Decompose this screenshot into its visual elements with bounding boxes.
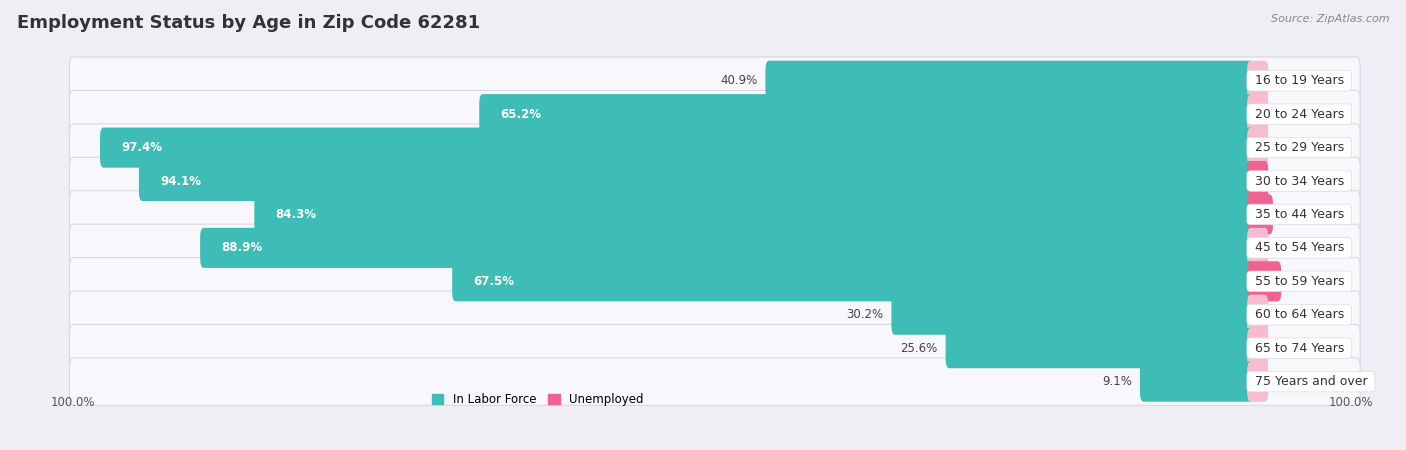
Text: 1.6%: 1.6% bbox=[1275, 208, 1305, 221]
Text: 25 to 29 Years: 25 to 29 Years bbox=[1250, 141, 1348, 154]
Text: Employment Status by Age in Zip Code 62281: Employment Status by Age in Zip Code 622… bbox=[17, 14, 479, 32]
FancyBboxPatch shape bbox=[139, 161, 1254, 201]
FancyBboxPatch shape bbox=[1247, 328, 1268, 368]
Text: 30.2%: 30.2% bbox=[846, 308, 883, 321]
FancyBboxPatch shape bbox=[200, 228, 1254, 268]
FancyBboxPatch shape bbox=[69, 191, 1360, 238]
Legend: In Labor Force, Unemployed: In Labor Force, Unemployed bbox=[432, 393, 644, 406]
Text: 30 to 34 Years: 30 to 34 Years bbox=[1250, 175, 1348, 188]
Text: 25.6%: 25.6% bbox=[900, 342, 938, 355]
FancyBboxPatch shape bbox=[69, 224, 1360, 272]
FancyBboxPatch shape bbox=[69, 358, 1360, 405]
Text: 0.0%: 0.0% bbox=[1271, 375, 1301, 388]
FancyBboxPatch shape bbox=[1247, 295, 1268, 335]
FancyBboxPatch shape bbox=[1247, 261, 1281, 302]
Text: 75 Years and over: 75 Years and over bbox=[1250, 375, 1371, 388]
Text: 0.0%: 0.0% bbox=[1271, 308, 1301, 321]
FancyBboxPatch shape bbox=[1247, 228, 1268, 268]
FancyBboxPatch shape bbox=[891, 295, 1254, 335]
FancyBboxPatch shape bbox=[69, 57, 1360, 104]
FancyBboxPatch shape bbox=[1247, 161, 1268, 201]
Text: 0.0%: 0.0% bbox=[1271, 108, 1301, 121]
Text: 0.0%: 0.0% bbox=[1271, 342, 1301, 355]
FancyBboxPatch shape bbox=[1247, 127, 1268, 168]
FancyBboxPatch shape bbox=[1247, 194, 1272, 234]
FancyBboxPatch shape bbox=[69, 90, 1360, 138]
Text: 65.2%: 65.2% bbox=[501, 108, 541, 121]
Text: 16 to 19 Years: 16 to 19 Years bbox=[1250, 74, 1348, 87]
Text: 40.9%: 40.9% bbox=[720, 74, 758, 87]
FancyBboxPatch shape bbox=[765, 61, 1254, 101]
Text: 60 to 64 Years: 60 to 64 Years bbox=[1250, 308, 1348, 321]
FancyBboxPatch shape bbox=[453, 261, 1254, 302]
Text: 20 to 24 Years: 20 to 24 Years bbox=[1250, 108, 1348, 121]
Text: 100.0%: 100.0% bbox=[1329, 396, 1374, 409]
Text: 9.1%: 9.1% bbox=[1102, 375, 1132, 388]
Text: 35 to 44 Years: 35 to 44 Years bbox=[1250, 208, 1348, 221]
FancyBboxPatch shape bbox=[69, 324, 1360, 372]
Text: 0.8%: 0.8% bbox=[1271, 175, 1301, 188]
Text: 67.5%: 67.5% bbox=[474, 275, 515, 288]
FancyBboxPatch shape bbox=[69, 257, 1360, 305]
FancyBboxPatch shape bbox=[946, 328, 1254, 368]
FancyBboxPatch shape bbox=[1140, 361, 1254, 402]
FancyBboxPatch shape bbox=[1247, 61, 1268, 101]
Text: 88.9%: 88.9% bbox=[221, 241, 263, 254]
Text: 0.0%: 0.0% bbox=[1271, 241, 1301, 254]
FancyBboxPatch shape bbox=[479, 94, 1254, 134]
Text: 94.1%: 94.1% bbox=[160, 175, 201, 188]
FancyBboxPatch shape bbox=[254, 194, 1254, 234]
FancyBboxPatch shape bbox=[69, 124, 1360, 171]
FancyBboxPatch shape bbox=[1247, 94, 1268, 134]
Text: 84.3%: 84.3% bbox=[276, 208, 316, 221]
Text: 0.0%: 0.0% bbox=[1271, 74, 1301, 87]
FancyBboxPatch shape bbox=[69, 291, 1360, 338]
Text: 97.4%: 97.4% bbox=[121, 141, 162, 154]
Text: 0.0%: 0.0% bbox=[1271, 141, 1301, 154]
Text: 2.3%: 2.3% bbox=[1284, 275, 1313, 288]
Text: 45 to 54 Years: 45 to 54 Years bbox=[1250, 241, 1348, 254]
FancyBboxPatch shape bbox=[69, 158, 1360, 205]
FancyBboxPatch shape bbox=[100, 127, 1254, 168]
Text: 65 to 74 Years: 65 to 74 Years bbox=[1250, 342, 1348, 355]
Text: 100.0%: 100.0% bbox=[51, 396, 96, 409]
FancyBboxPatch shape bbox=[1247, 361, 1268, 402]
Text: 55 to 59 Years: 55 to 59 Years bbox=[1250, 275, 1348, 288]
Text: Source: ZipAtlas.com: Source: ZipAtlas.com bbox=[1271, 14, 1389, 23]
